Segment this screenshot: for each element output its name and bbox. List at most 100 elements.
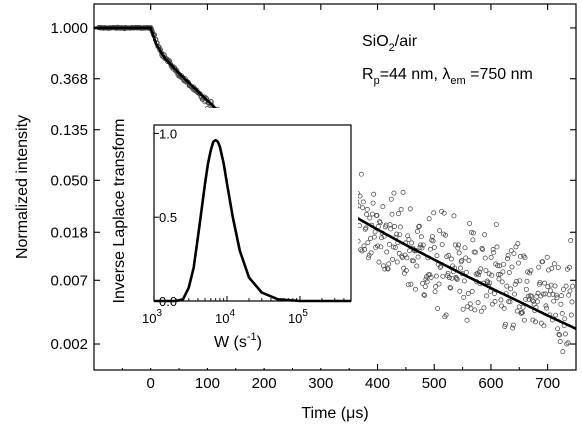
data-point [480,247,486,252]
data-point [553,292,559,298]
annotation-rp-value: =44 nm, [380,66,443,83]
inset-y-tick-label: 0.5 [159,210,177,225]
y-tick-label: 1.000 [50,20,88,37]
x-tick-label: 200 [252,375,277,392]
data-point [376,259,382,265]
data-point [386,241,392,247]
data-point [377,220,383,226]
data-point [562,316,568,322]
data-point [401,265,407,271]
data-point [409,240,415,246]
data-point [387,222,393,228]
inset-x-tick-label: 103 [142,308,162,326]
x-tick-label: 0 [147,375,155,392]
data-point [359,248,365,254]
data-point [557,339,563,344]
data-point [469,288,475,294]
data-point [520,304,526,310]
data-point [428,274,434,280]
inset-x-tick-base: 10 [142,311,156,326]
x-tick-label: 300 [308,375,333,392]
inset-y-tick-label: 0.0 [159,294,177,309]
inset-xlabel-main: W (s [214,334,247,351]
data-point [548,288,553,294]
inset-x-tick-exponent: 5 [302,308,308,319]
data-point [493,222,499,227]
data-point [505,253,511,258]
y-tick-label: 0.018 [50,224,88,241]
y-tick-label: 0.050 [50,172,88,189]
data-point [494,244,500,250]
data-point [500,269,506,275]
data-point [496,276,502,282]
data-point [550,291,556,297]
data-point [476,272,482,278]
data-point [512,291,518,297]
main-axis-ticks: 0 100 200 300 400 500 600 700 1.000 0.368 0.135 0.0… [50,4,577,392]
data-point [429,233,435,239]
inset-x-tick-exponent: 3 [156,308,162,319]
data-point [501,261,506,267]
data-point [554,295,560,301]
data-point [499,303,504,309]
data-point [449,275,455,281]
data-point [516,260,521,266]
data-point [448,285,454,291]
data-point [360,205,366,211]
data-point [457,288,463,294]
data-point [481,305,487,311]
data-point [446,253,452,258]
data-point [463,269,469,275]
data-point [404,255,410,261]
data-point [560,349,566,355]
x-tick-label: 500 [422,375,447,392]
inset-y-axis-title: Inverse Laplace transform [111,119,128,304]
data-point [431,244,437,250]
data-point [392,245,398,250]
data-point [559,310,565,316]
y-tick-label: 0.002 [50,336,88,353]
data-point [367,215,373,221]
parameter-annotation: Rp=44 nm, λem =750 nm [362,66,533,87]
data-point [566,264,572,270]
data-point [399,255,405,260]
data-point [405,282,411,288]
data-point [459,258,465,264]
data-point [464,317,470,323]
data-point [364,211,370,217]
data-point [431,210,437,216]
data-point [504,256,510,262]
data-point [379,235,385,241]
data-point [423,276,429,282]
data-point [445,270,451,276]
annotation-sub-2: 2 [389,42,395,54]
inset-x-tick-exponent: 4 [229,308,235,319]
data-point [523,296,529,302]
inset-xlabel-end: ) [257,334,262,351]
data-point [475,300,481,306]
annotation-sio: SiO [362,33,389,50]
inset-x-tick-label: 105 [288,308,308,326]
annotation-lambda: λ [442,66,450,83]
data-point [426,216,432,222]
data-point [420,242,426,248]
data-point [510,325,516,331]
data-point [536,264,542,270]
annotation-r: R [362,66,374,83]
data-point [384,249,390,255]
data-point [361,243,367,249]
data-point [482,255,488,261]
data-point [375,243,381,249]
data-point [498,297,504,303]
data-point [563,283,569,289]
data-point [363,225,369,231]
data-point [364,206,370,212]
y-axis-title: Normalized intensity [14,115,31,259]
data-point [398,224,403,230]
data-point [556,331,562,337]
data-point [398,206,404,212]
data-point [416,224,422,230]
data-point [439,242,445,247]
data-point [456,242,461,248]
